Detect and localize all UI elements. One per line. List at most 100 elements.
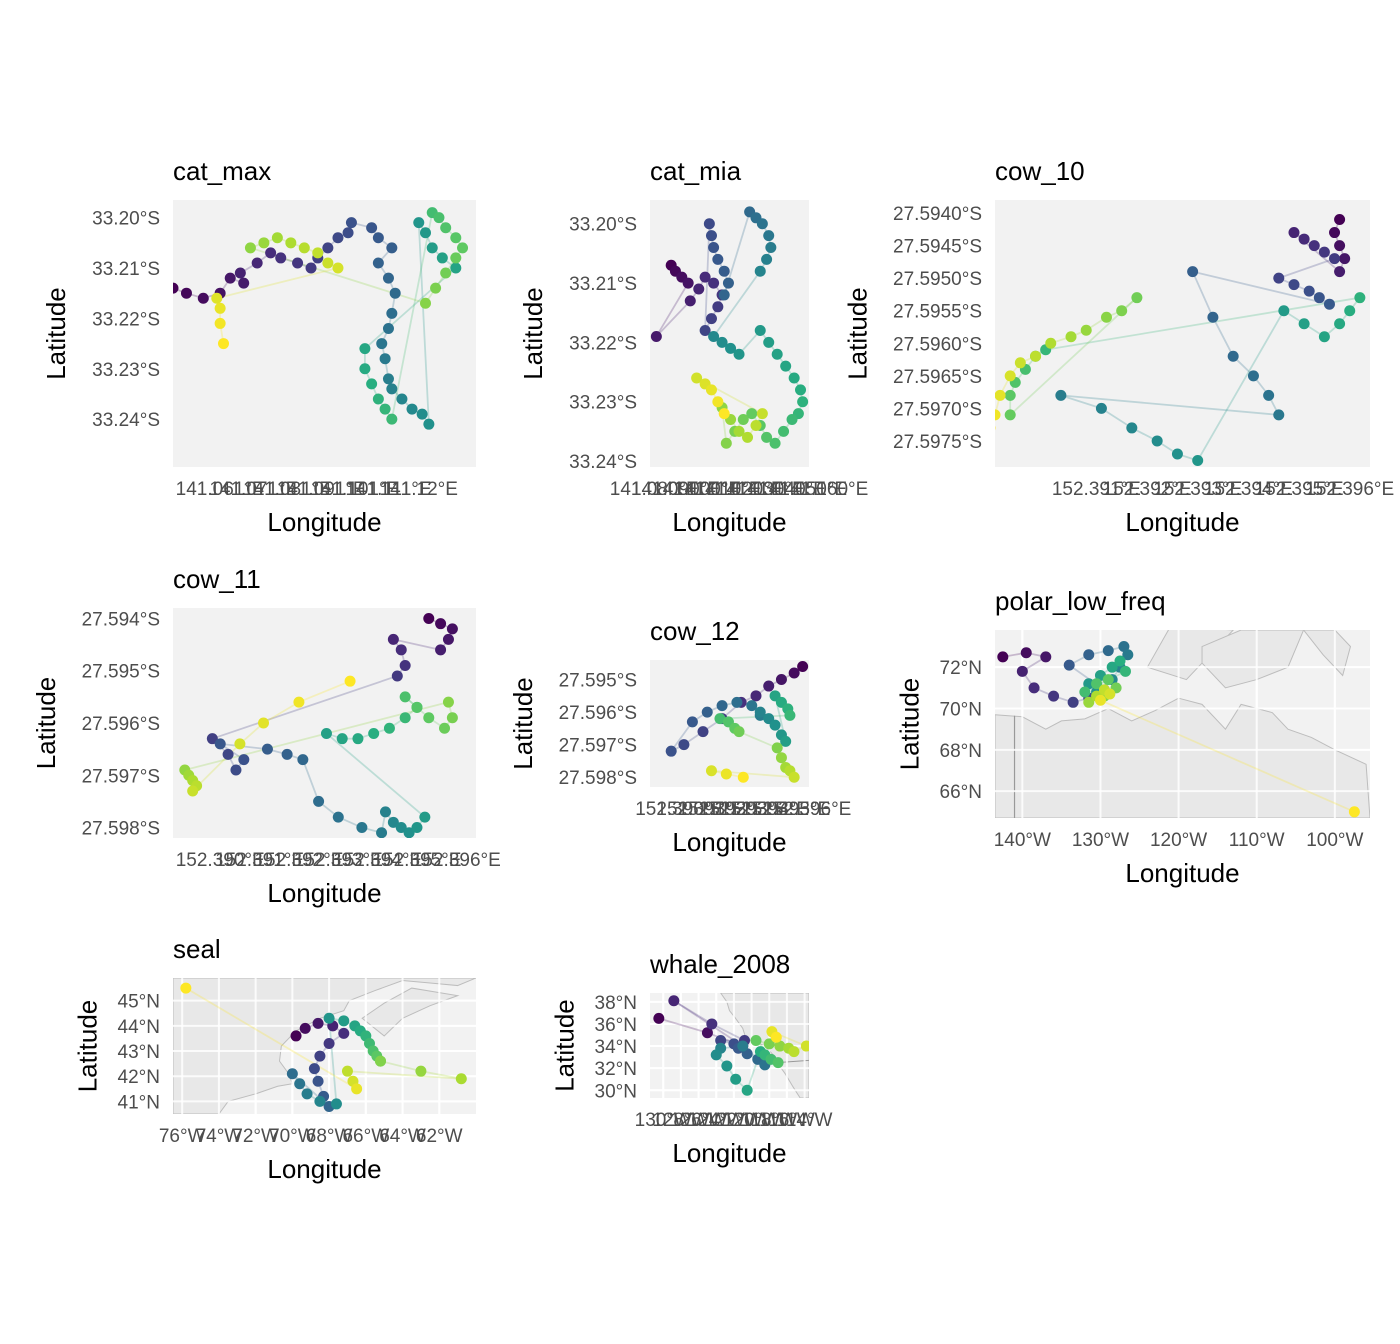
- y-tick-label: 27.598°S: [82, 819, 160, 840]
- track-point: [1004, 409, 1016, 421]
- track-point: [298, 242, 310, 254]
- track-line: [1191, 271, 1214, 318]
- track-point: [761, 431, 773, 443]
- track-point: [290, 1030, 302, 1042]
- track-point: [218, 338, 229, 350]
- x-tick-label: 74°W: [196, 1126, 243, 1147]
- track-point: [763, 336, 775, 348]
- track-point: [754, 325, 766, 337]
- y-tick-label: 27.5955°S: [893, 302, 982, 323]
- track-point: [323, 1012, 335, 1024]
- track-point: [391, 670, 403, 682]
- track-point: [372, 257, 384, 269]
- y-tick-label: 41°N: [118, 1092, 160, 1113]
- y-axis-title: Latitude: [518, 287, 548, 380]
- track-point: [788, 372, 800, 384]
- track-point: [359, 363, 371, 375]
- track-point: [1014, 357, 1026, 369]
- track-point: [395, 644, 407, 656]
- y-axis-title: Latitude: [508, 677, 538, 770]
- track-line: [712, 270, 761, 337]
- track-line: [655, 282, 689, 337]
- track-point: [244, 242, 256, 254]
- track-point: [710, 1049, 722, 1061]
- track-point: [338, 1027, 350, 1039]
- track-point: [1114, 655, 1126, 667]
- y-tick-label: 33.24°S: [92, 410, 160, 431]
- track-point: [1020, 647, 1032, 659]
- track-point: [420, 227, 431, 239]
- track-point: [771, 742, 783, 754]
- y-axis-title: Latitude: [41, 287, 71, 380]
- track-point: [678, 739, 690, 751]
- track-point: [450, 262, 462, 274]
- track-point: [1102, 645, 1114, 657]
- track-point: [797, 661, 809, 673]
- track-point: [450, 252, 462, 264]
- panel-title: cow_12: [650, 616, 740, 646]
- x-tick-label: 141.081°E: [243, 479, 332, 500]
- track-point: [697, 726, 709, 738]
- track-point: [754, 265, 766, 277]
- y-tick-label: 33.22°S: [569, 333, 637, 354]
- track-point: [313, 795, 325, 807]
- track-point: [668, 995, 680, 1007]
- x-tick-label: 141.091°E: [277, 479, 366, 500]
- x-axis-title: Longitude: [672, 827, 786, 857]
- y-tick-label: 33.21°S: [569, 274, 637, 295]
- track-point: [1207, 311, 1219, 323]
- x-tick-label: 141.140°E: [737, 479, 826, 500]
- y-tick-label: 27.597°S: [82, 766, 160, 787]
- track-point: [386, 307, 398, 319]
- track-point: [1100, 311, 1112, 323]
- track-point: [720, 768, 732, 780]
- track-point: [312, 247, 324, 259]
- track-point: [211, 292, 223, 304]
- track-point: [301, 1088, 313, 1100]
- x-tick-label: 141.100°E: [652, 479, 741, 500]
- track-point: [1083, 696, 1095, 708]
- track-line: [1278, 257, 1335, 279]
- track-line: [995, 414, 996, 418]
- track-point: [708, 330, 720, 342]
- track-point: [1334, 266, 1346, 278]
- track-point: [368, 727, 380, 739]
- track-point: [440, 222, 452, 234]
- x-axis-title: Longitude: [267, 507, 381, 537]
- x-tick-label: 141.120°E: [695, 479, 784, 500]
- track-point: [722, 277, 734, 289]
- x-tick-label: 152.394°E: [720, 799, 809, 820]
- track-point: [995, 409, 1001, 421]
- x-tick-label: 141.111°E: [345, 479, 431, 500]
- x-tick-label: 152.392°E: [678, 799, 767, 820]
- track-point: [705, 230, 717, 242]
- y-tick-label: 36°N: [595, 1015, 637, 1036]
- track-point: [665, 745, 677, 757]
- track-point: [180, 287, 192, 299]
- track-point: [356, 822, 368, 834]
- track-point: [403, 827, 415, 838]
- track-point: [379, 806, 391, 818]
- track-point: [436, 252, 448, 264]
- track-point: [382, 373, 394, 385]
- track-point: [423, 712, 435, 724]
- track-point: [1118, 641, 1130, 653]
- x-tick-label: 141.080°E: [610, 479, 699, 500]
- track-line: [655, 300, 691, 338]
- track-point: [778, 425, 790, 437]
- track-point: [411, 701, 423, 713]
- track-point: [312, 1017, 324, 1029]
- panel-title: cow_11: [173, 564, 261, 594]
- track-point: [708, 277, 720, 289]
- x-tick-label: 120°W: [723, 1110, 780, 1131]
- track-point: [1344, 305, 1356, 317]
- track-point: [737, 771, 749, 783]
- track-point: [769, 719, 781, 731]
- track-point: [258, 717, 270, 729]
- y-tick-label: 33.24°S: [569, 452, 637, 473]
- track-line: [1060, 394, 1279, 416]
- track-point: [297, 754, 309, 766]
- x-tick-label: 68°W: [306, 1126, 353, 1147]
- y-axis-title: Latitude: [842, 287, 872, 380]
